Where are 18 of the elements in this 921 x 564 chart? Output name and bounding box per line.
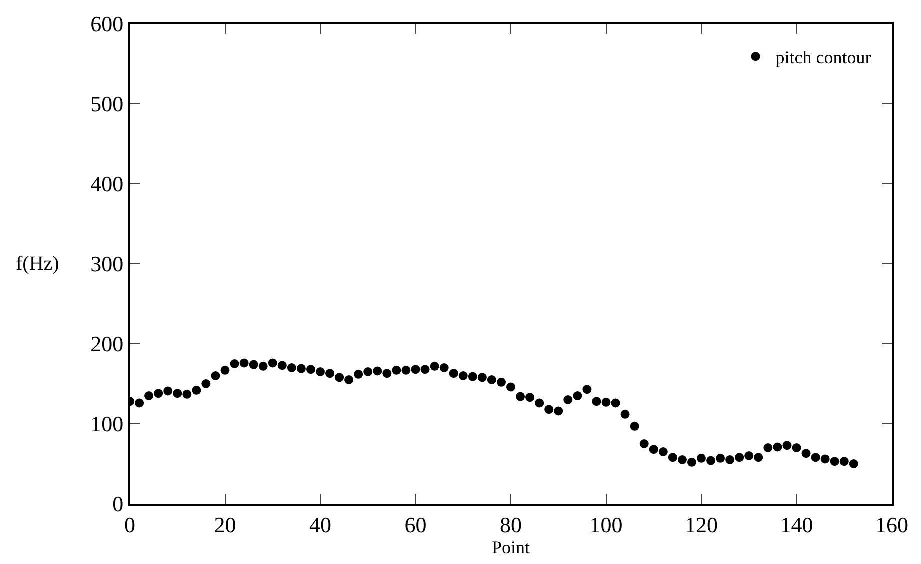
y-tick-label: 500 <box>90 92 124 117</box>
x-tick-label: 80 <box>500 512 522 538</box>
x-tick-label: 100 <box>590 512 623 538</box>
x-tick-label: 140 <box>780 512 814 538</box>
y-axis-title: f(Hz) <box>16 253 60 275</box>
legend-label: pitch contour <box>776 48 872 68</box>
y-tick-label: 400 <box>90 172 124 197</box>
y-tick-label: 300 <box>90 252 124 277</box>
x-tick-label: 20 <box>214 512 236 538</box>
x-tick-label: 60 <box>404 512 427 538</box>
y-tick-label: 200 <box>90 332 124 357</box>
y-tick-label: 600 <box>90 12 124 37</box>
x-tick-label: 160 <box>876 512 908 538</box>
y-tick-label: 0 <box>112 492 124 517</box>
y-tick-label: 100 <box>90 412 124 437</box>
x-tick-label: 120 <box>685 512 718 538</box>
x-tick-label: 40 <box>310 512 332 538</box>
x-axis-title: Point <box>492 537 530 558</box>
